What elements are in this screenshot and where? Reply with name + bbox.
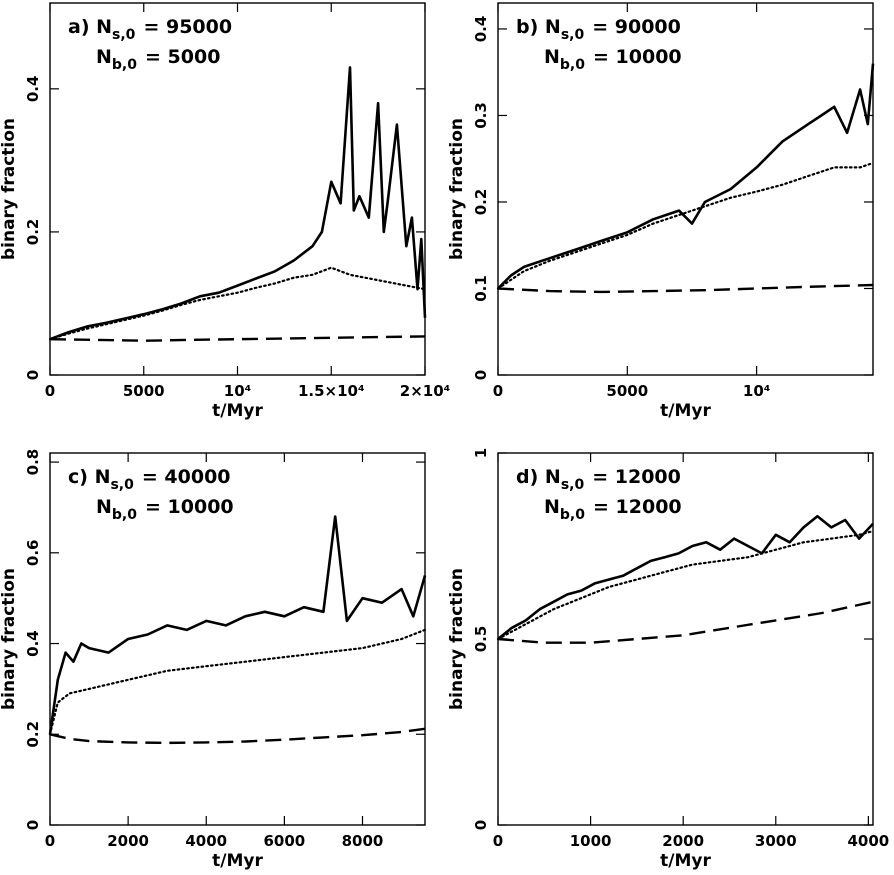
ns-value: = 12000: [592, 466, 681, 488]
x-tick-label: 5000: [606, 382, 648, 400]
panel-annotation-ns: b) Ns,0 = 90000: [516, 16, 681, 43]
x-tick-label: 4000: [185, 832, 227, 850]
y-tick-label: 0.4: [24, 630, 42, 657]
nb-subscript: b,0: [112, 57, 137, 73]
nb-symbol: N: [96, 46, 112, 68]
nb-value: = 12000: [593, 496, 682, 518]
x-tick-label: 0: [45, 382, 55, 400]
panel-annotation-nb: Nb,0 = 12000: [544, 496, 682, 523]
series-line-dotted: [496, 161, 875, 290]
panel-annotation-ns: a) Ns,0 = 95000: [68, 16, 232, 43]
series-line-dotted: [496, 529, 875, 641]
ns-subscript: s,0: [561, 477, 585, 493]
nb-symbol: N: [96, 496, 112, 518]
panel-annotation-nb: Nb,0 = 10000: [544, 46, 682, 73]
ns-subscript: s,0: [561, 27, 585, 43]
panel-b: 0 5000 10⁴ 0 0.1 0.2 0.3 0.4 t/Myr binary fractio…: [447, 2, 875, 421]
ns-symbol: N: [95, 466, 111, 488]
x-axis-label: t/Myr: [212, 851, 263, 871]
series-line-dashed: [497, 600, 874, 644]
panel-d: 0 1000 2000 3000 4000 0 0.5 1 t/Myr binary fracti…: [447, 448, 889, 871]
y-tick-label: 0.4: [472, 16, 490, 43]
y-axis-label: binary fraction: [447, 568, 467, 710]
x-axis-label: t/Myr: [660, 401, 711, 421]
panel-c: 0 2000 4000 6000 8000 0 0.2 0.4 0.6 0.8 t/Myr binar…: [0, 449, 427, 871]
y-tick-label: 0.6: [24, 540, 42, 567]
x-tick-label: 2×10⁴: [400, 382, 450, 400]
y-tick-label: 0.5: [472, 626, 490, 653]
ns-symbol: N: [545, 466, 561, 488]
x-axis-label: t/Myr: [660, 851, 711, 871]
x-tick-label: 2000: [662, 832, 704, 850]
y-tick-label: 0.1: [472, 275, 490, 302]
x-tick-label: 0: [493, 382, 503, 400]
ns-symbol: N: [545, 16, 561, 38]
y-axis-label: binary fraction: [0, 118, 19, 260]
nb-symbol: N: [544, 46, 560, 68]
nb-value: = 5000: [145, 46, 220, 68]
y-tick-label: 0.3: [472, 102, 490, 129]
panel-tag: a): [68, 16, 96, 38]
series-line-dotted: [48, 628, 427, 736]
x-tick-label: 0: [45, 832, 55, 850]
x-tick-label: 4000: [847, 832, 889, 850]
x-tick-label: 8000: [342, 832, 384, 850]
x-tick-label: 1.5×10⁴: [298, 382, 365, 400]
y-tick-label: 0.2: [24, 219, 42, 246]
series-line-dashed: [49, 727, 426, 745]
series-line-dashed: [49, 335, 426, 342]
panel-annotation-nb: Nb,0 = 5000: [96, 46, 220, 73]
ns-subscript: s,0: [110, 477, 134, 493]
ns-value: = 95000: [143, 16, 232, 38]
panel-a: 0 5000 10⁴ 1.5×10⁴ 2×10⁴ 0 0.2 0.4 t/Myr binary f…: [0, 2, 450, 421]
y-tick-label: 0: [24, 820, 42, 830]
nb-value: = 10000: [145, 496, 234, 518]
y-tick-label: 0: [24, 370, 42, 380]
x-tick-label: 2000: [107, 832, 149, 850]
panel-annotation-ns: c) Ns,0 = 40000: [68, 466, 231, 493]
nb-symbol: N: [544, 496, 560, 518]
y-tick-label: 0.8: [24, 449, 42, 476]
ns-value: = 40000: [142, 466, 231, 488]
panel-tag: c): [68, 466, 95, 488]
x-tick-label: 10⁴: [743, 382, 770, 400]
ns-value: = 90000: [592, 16, 681, 38]
y-tick-label: 0: [472, 370, 490, 380]
series-line-dashed: [497, 283, 874, 294]
x-tick-label: 0: [493, 832, 503, 850]
series-line-solid: [497, 514, 874, 641]
x-tick-label: 3000: [755, 832, 797, 850]
nb-subscript: b,0: [112, 507, 137, 523]
x-tick-label: 1000: [570, 832, 612, 850]
y-tick-label: 0: [472, 820, 490, 830]
y-tick-label: 0.2: [24, 721, 42, 748]
x-tick-label: 5000: [123, 382, 165, 400]
y-tick-label: 0.2: [472, 189, 490, 216]
ns-symbol: N: [96, 16, 112, 38]
series-line-solid: [497, 63, 875, 290]
plot-frame: [49, 452, 426, 826]
nb-subscript: b,0: [560, 57, 585, 73]
y-tick-label: 0.4: [24, 76, 42, 103]
y-tick-label: 1: [472, 448, 490, 458]
nb-subscript: b,0: [560, 507, 585, 523]
panel-annotation-nb: Nb,0 = 10000: [96, 496, 234, 523]
y-axis-label: binary fraction: [0, 568, 19, 710]
x-tick-label: 6000: [264, 832, 306, 850]
x-tick-label: 10⁴: [224, 382, 251, 400]
panel-tag: b): [516, 16, 545, 38]
series-line-solid: [48, 515, 427, 735]
y-axis-label: binary fraction: [447, 118, 467, 260]
nb-value: = 10000: [593, 46, 682, 68]
series-line-dotted: [48, 266, 427, 341]
x-axis-label: t/Myr: [212, 401, 263, 421]
ns-subscript: s,0: [112, 27, 136, 43]
series-line-solid: [49, 66, 427, 341]
plot-frame: [497, 2, 874, 376]
panel-annotation-ns: d) Ns,0 = 12000: [516, 466, 681, 493]
panel-tag: d): [516, 466, 545, 488]
